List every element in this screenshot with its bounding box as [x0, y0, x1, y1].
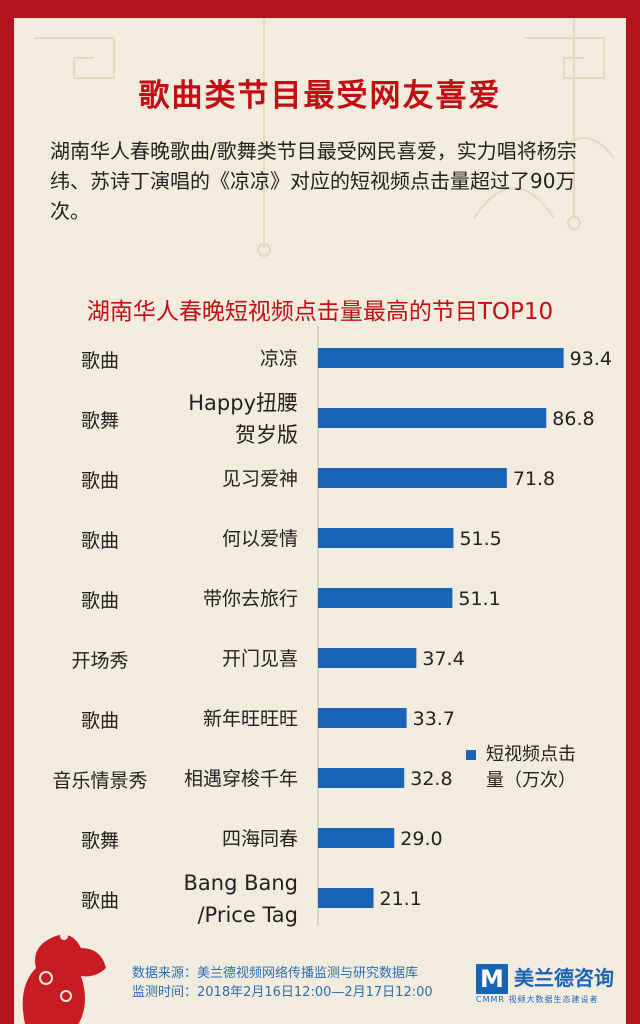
type-label: 歌舞: [81, 410, 119, 432]
logo-name: 美兰德咨询: [514, 966, 614, 990]
lantern-decoration: [34, 18, 615, 257]
logo-sub: CMMR 视频大数据生态建设者: [476, 995, 599, 1004]
poster-panel: 歌曲类节目最受网友喜爱 湖南华人春晚歌曲/歌舞类节目最受网民喜爱，实力唱将杨宗纬…: [14, 18, 626, 1024]
chart-title: 湖南华人春晚短视频点击量最高的节目TOP10: [86, 299, 554, 325]
category-label: Happy扭腰: [188, 391, 298, 415]
bar: [318, 888, 374, 908]
data-label: 32.8: [410, 768, 452, 790]
bar: [318, 648, 417, 668]
data-label: 51.1: [458, 588, 500, 610]
data-label: 29.0: [400, 828, 442, 850]
page-title: 歌曲类节目最受网友喜爱: [138, 78, 502, 114]
bar: [318, 408, 547, 428]
time-text: 监测时间：2018年2月16日12:00—2月17日12:00: [132, 985, 433, 1000]
type-label: 歌曲: [81, 590, 119, 612]
type-label: 歌舞: [81, 830, 119, 852]
category-label: /Price Tag: [197, 903, 298, 927]
bar: [318, 708, 407, 728]
intro-paragraph: 湖南华人春晚歌曲/歌舞类节目最受网民喜爱，实力唱将杨宗纬、苏诗丁演唱的《凉凉》对…: [50, 139, 577, 223]
category-label: 四海同春: [222, 828, 298, 850]
dog-illustration: [22, 932, 106, 1024]
data-label: 93.4: [570, 348, 612, 370]
data-label: 37.4: [422, 648, 464, 670]
logo-mark: M: [476, 964, 508, 994]
bar: [318, 588, 453, 608]
type-label: 歌曲: [81, 470, 119, 492]
category-label: 新年旺旺旺: [203, 708, 298, 730]
data-label: 21.1: [379, 888, 421, 910]
type-label: 歌曲: [81, 710, 119, 732]
type-label: 音乐情景秀: [52, 770, 147, 792]
type-label: 歌曲: [81, 890, 119, 912]
category-label: 相遇穿梭千年: [184, 768, 298, 790]
bar: [318, 768, 405, 788]
legend-label: 短视频点击量（万次）: [486, 744, 576, 791]
type-label: 歌曲: [81, 530, 119, 552]
data-label: 51.5: [459, 528, 501, 550]
source-text: 数据来源：美兰德视频网络传播监测与研究数据库: [132, 966, 419, 981]
type-label: 开场秀: [71, 650, 128, 672]
chart-legend: 短视频点击量（万次）: [466, 742, 576, 794]
bar: [318, 468, 507, 488]
bar: [318, 348, 564, 368]
category-label: 凉凉: [260, 348, 298, 370]
category-label: 见习爱神: [222, 468, 298, 490]
type-label: 歌曲: [81, 350, 119, 372]
legend-swatch: [466, 750, 476, 760]
category-label: Bang Bang: [183, 871, 298, 895]
category-label: 带你去旅行: [203, 588, 298, 610]
bar: [318, 828, 395, 848]
category-label: 何以爱情: [222, 528, 298, 550]
bar: [318, 528, 454, 548]
data-label: 86.8: [552, 408, 594, 430]
data-label: 71.8: [513, 468, 555, 490]
category-label: 开门见喜: [222, 648, 298, 670]
data-label: 33.7: [413, 708, 455, 730]
footer-source: 数据来源：美兰德视频网络传播监测与研究数据库 监测时间：2018年2月16日12…: [132, 964, 433, 1002]
category-label: 贺岁版: [235, 423, 298, 447]
cmmr-logo: M 美兰德咨询 CMMR 视频大数据生态建设者: [476, 962, 616, 1008]
